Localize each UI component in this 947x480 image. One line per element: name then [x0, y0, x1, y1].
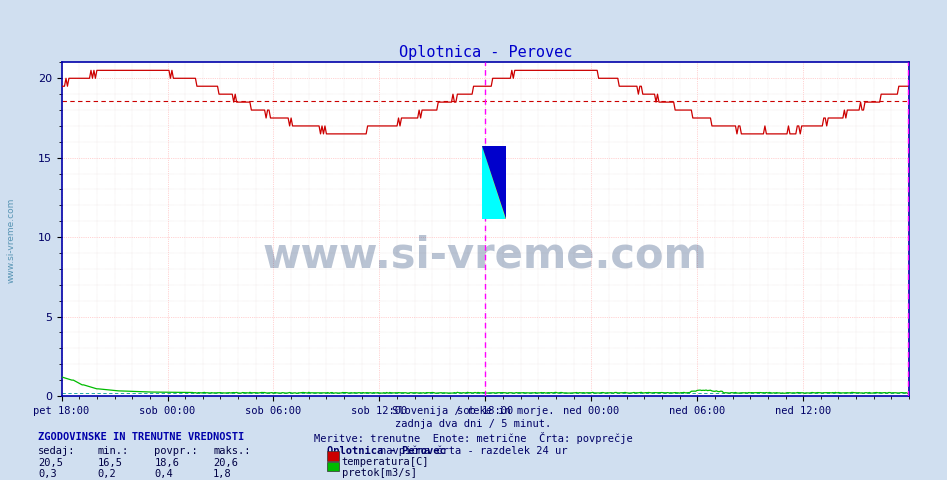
Text: www.si-vreme.com: www.si-vreme.com [263, 235, 707, 277]
Text: maks.:: maks.: [213, 446, 251, 456]
Text: Oplotnica - Perovec: Oplotnica - Perovec [327, 446, 445, 456]
Text: povpr.:: povpr.: [154, 446, 198, 456]
Text: Slovenija / reke in morje.: Slovenija / reke in morje. [392, 406, 555, 416]
Text: ZGODOVINSKE IN TRENUTNE VREDNOSTI: ZGODOVINSKE IN TRENUTNE VREDNOSTI [38, 432, 244, 442]
Text: min.:: min.: [98, 446, 129, 456]
Text: sedaj:: sedaj: [38, 446, 76, 456]
Text: pretok[m3/s]: pretok[m3/s] [342, 468, 417, 478]
Title: Oplotnica - Perovec: Oplotnica - Perovec [399, 45, 572, 60]
Text: 0,4: 0,4 [154, 469, 173, 480]
Text: Meritve: trenutne  Enote: metrične  Črta: povprečje: Meritve: trenutne Enote: metrične Črta: … [314, 432, 633, 444]
Text: 1,8: 1,8 [213, 469, 232, 480]
Text: 0,2: 0,2 [98, 469, 116, 480]
Text: zadnja dva dni / 5 minut.: zadnja dva dni / 5 minut. [396, 419, 551, 429]
Text: navpična črta - razdelek 24 ur: navpična črta - razdelek 24 ur [380, 446, 567, 456]
Text: temperatura[C]: temperatura[C] [342, 457, 429, 467]
Text: 20,6: 20,6 [213, 458, 238, 468]
Text: 18,6: 18,6 [154, 458, 179, 468]
Text: 20,5: 20,5 [38, 458, 63, 468]
Text: www.si-vreme.com: www.si-vreme.com [7, 197, 16, 283]
Text: 0,3: 0,3 [38, 469, 57, 480]
Text: 16,5: 16,5 [98, 458, 122, 468]
